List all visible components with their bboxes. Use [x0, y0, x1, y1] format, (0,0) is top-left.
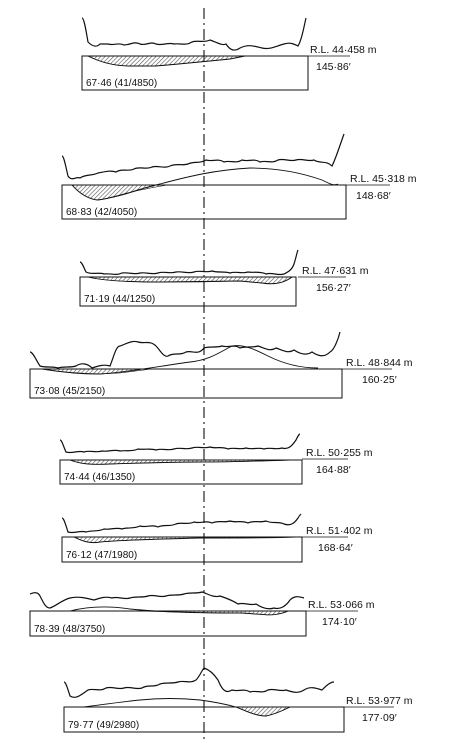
section-box: [29, 368, 343, 399]
reduced-level-ft: 177·09′: [362, 712, 397, 724]
reduced-level-m: R.L. 53·066 m: [308, 599, 375, 611]
reduced-level-m: R.L. 51·402 m: [306, 525, 373, 537]
reduced-level-m: R.L. 48·844 m: [346, 357, 413, 369]
section-label: 76·12 (47/1980): [66, 550, 137, 561]
section-label: 68·83 (42/4050): [66, 207, 137, 218]
original-bed-line: [41, 345, 319, 375]
reduced-level-m: R.L. 45·318 m: [350, 173, 417, 185]
original-bed-line: [69, 606, 289, 616]
cross-section-7: 78·39 (48/3750) R.L. 53·066 m 174·10′: [29, 591, 375, 637]
reduced-level-m: R.L. 44·458 m: [310, 44, 377, 56]
bed-profile: [61, 513, 302, 534]
bed-profile: [79, 249, 299, 276]
cross-section-8: 79·77 (49/2980) R.L. 53·977 m 177·09′: [63, 667, 413, 733]
reduced-level-ft: 145·86′: [316, 61, 351, 73]
original-bed-line: [87, 276, 293, 285]
original-bed-line: [83, 698, 291, 717]
section-label: 79·77 (49/2980): [68, 720, 139, 731]
bed-profile: [29, 331, 341, 369]
scoured-area: [71, 184, 169, 201]
bed-profile: [61, 133, 345, 180]
cross-section-6: 76·12 (47/1980) R.L. 51·402 m 168·64′: [61, 513, 373, 563]
reduced-level-ft: 168·64′: [318, 542, 353, 554]
reduced-level-m: R.L. 53·977 m: [346, 695, 413, 707]
reduced-level-ft: 156·27′: [316, 282, 351, 294]
section-label: 67·46 (41/4850): [86, 78, 157, 89]
cross-section-1: 67·46 (41/4850) R.L. 44·458 m 145·86′: [81, 17, 377, 91]
reduced-level-ft: 174·10′: [322, 616, 357, 628]
section-label: 74·44 (46/1350): [64, 472, 135, 483]
cross-section-2: 68·83 (42/4050) R.L. 45·318 m 148·68′: [61, 133, 417, 220]
reduced-level-ft: 164·88′: [316, 464, 351, 476]
bed-profile: [81, 17, 307, 51]
original-bed-line: [71, 167, 339, 201]
bed-profile: [63, 667, 335, 698]
section-label: 78·39 (48/3750): [34, 624, 105, 635]
bed-profile: [29, 591, 305, 610]
original-bed-line: [87, 55, 246, 67]
reduced-level-m: R.L. 50·255 m: [306, 447, 373, 459]
original-bed-line: [69, 459, 291, 465]
cross-section-5: 74·44 (46/1350) R.L. 50·255 m 164·88′: [59, 433, 373, 485]
section-label: 73·08 (45/2150): [34, 386, 105, 397]
bed-profile: [59, 433, 301, 454]
reduced-level-ft: 160·25′: [362, 374, 397, 386]
cross-section-4: 73·08 (45/2150) R.L. 48·844 m 160·25′: [29, 331, 413, 399]
original-bed-line: [73, 536, 297, 544]
section-box: [61, 184, 347, 220]
scoured-area: [235, 706, 291, 717]
section-label: 71·19 (44/1250): [84, 294, 155, 305]
section-box: [63, 706, 345, 733]
reduced-level-ft: 148·68′: [356, 190, 391, 202]
reduced-level-m: R.L. 47·631 m: [302, 265, 369, 277]
cross-section-3: 71·19 (44/1250) R.L. 47·631 m 156·27′: [79, 249, 369, 307]
